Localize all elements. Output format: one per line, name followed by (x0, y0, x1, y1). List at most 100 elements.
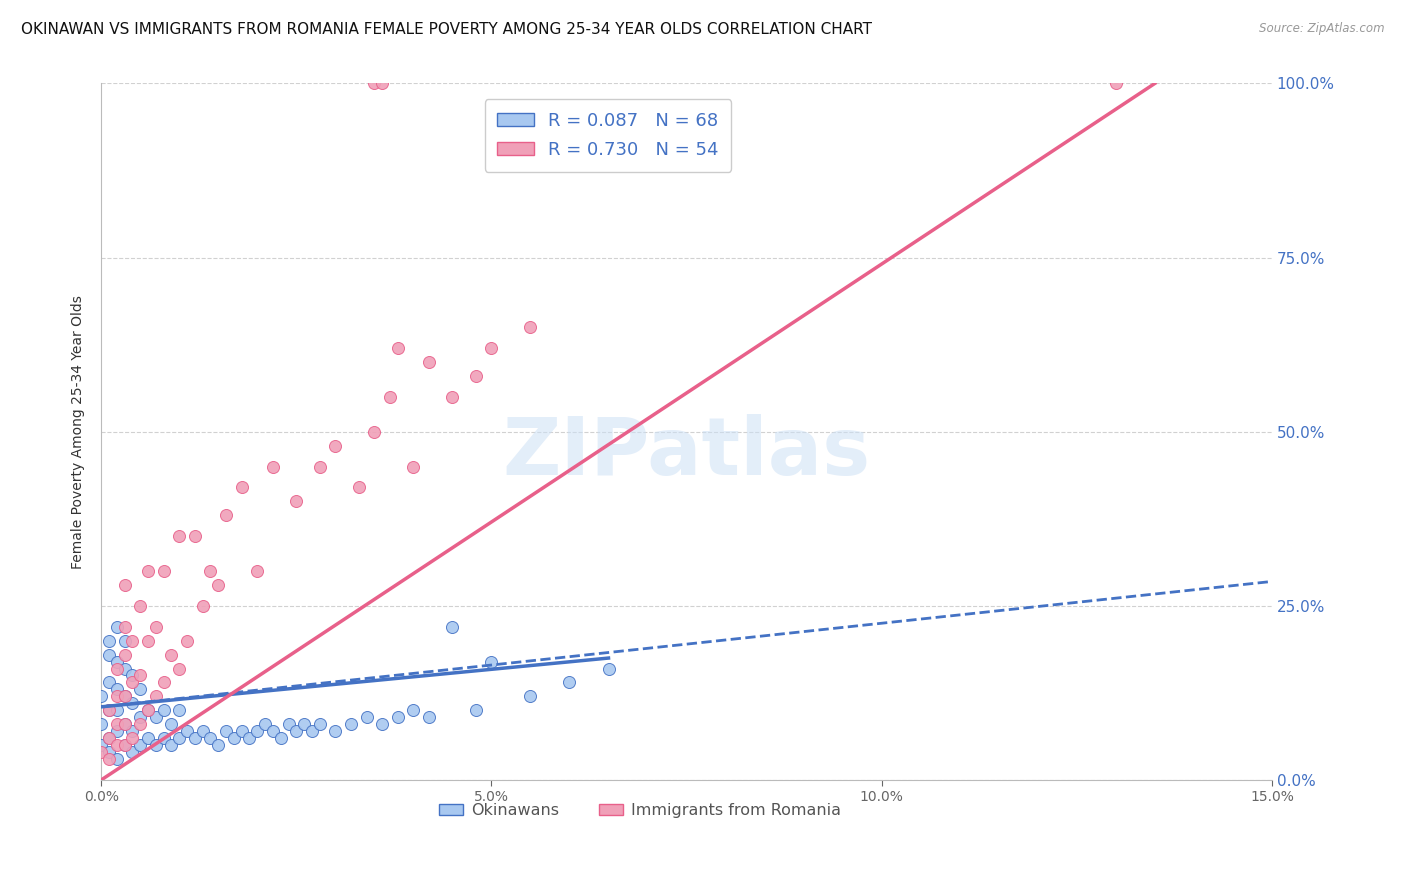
Point (136, 731, 159, 746)
Point (207, 578, 229, 592)
Point (114, 690, 136, 704)
Point (262, 724, 284, 739)
Point (114, 738, 136, 752)
Point (105, 738, 128, 752)
Point (176, 633, 198, 648)
Point (191, 724, 214, 739)
Point (136, 703, 159, 717)
Point (160, 738, 183, 752)
Point (222, 731, 245, 746)
Point (145, 690, 167, 704)
Point (285, 724, 308, 739)
Point (441, 390, 464, 404)
Point (519, 690, 541, 704)
Point (136, 703, 159, 717)
Point (1105, 77, 1128, 91)
Point (215, 724, 238, 739)
Point (98, 703, 121, 717)
Point (121, 724, 143, 739)
Point (136, 564, 159, 578)
Point (98, 752, 121, 766)
Point (308, 717, 330, 731)
Point (145, 620, 167, 634)
Point (121, 633, 143, 648)
Point (184, 731, 207, 746)
Point (167, 703, 190, 717)
Point (160, 717, 183, 731)
Point (191, 599, 214, 613)
Point (114, 633, 136, 648)
Point (378, 390, 401, 404)
Point (121, 675, 143, 690)
Point (152, 675, 174, 690)
Point (129, 682, 152, 697)
Point (98, 648, 121, 662)
Point (387, 710, 409, 724)
Point (114, 578, 136, 592)
Point (340, 717, 363, 731)
Point (464, 703, 486, 717)
Point (129, 710, 152, 724)
Point (301, 724, 323, 739)
Point (105, 682, 128, 697)
Point (292, 717, 315, 731)
Point (387, 341, 409, 355)
Point (98, 675, 121, 690)
Point (90, 738, 112, 752)
Point (558, 675, 581, 690)
Point (231, 724, 253, 739)
Point (519, 320, 541, 334)
Point (481, 655, 503, 669)
Point (152, 703, 174, 717)
Point (167, 661, 190, 675)
Point (215, 508, 238, 523)
Point (598, 661, 620, 675)
Point (325, 439, 347, 453)
Point (308, 459, 330, 474)
Point (121, 745, 143, 759)
Point (114, 661, 136, 675)
Point (105, 620, 128, 634)
Point (98, 745, 121, 759)
Point (167, 731, 190, 746)
Point (325, 724, 347, 739)
Point (347, 480, 370, 494)
Point (262, 459, 284, 474)
Point (481, 341, 503, 355)
Point (90, 690, 112, 704)
Point (402, 459, 425, 474)
Point (98, 703, 121, 717)
Point (105, 703, 128, 717)
Point (105, 752, 128, 766)
Point (90, 717, 112, 731)
Point (246, 724, 269, 739)
Point (114, 717, 136, 731)
Point (176, 724, 198, 739)
Point (136, 633, 159, 648)
Point (238, 731, 260, 746)
Point (418, 355, 440, 369)
Text: Source: ZipAtlas.com: Source: ZipAtlas.com (1260, 22, 1385, 36)
Point (464, 368, 486, 383)
Point (200, 564, 222, 578)
Point (129, 668, 152, 682)
Point (105, 661, 128, 675)
Point (152, 731, 174, 746)
Point (246, 564, 269, 578)
Point (121, 696, 143, 710)
Point (363, 425, 385, 439)
Point (441, 620, 464, 634)
Point (207, 738, 229, 752)
Point (152, 564, 174, 578)
Point (184, 529, 207, 543)
Y-axis label: Female Poverty Among 25-34 Year Olds: Female Poverty Among 25-34 Year Olds (72, 294, 86, 568)
Point (98, 731, 121, 746)
Point (200, 731, 222, 746)
Point (418, 710, 440, 724)
Point (356, 710, 378, 724)
Point (129, 738, 152, 752)
Legend: Okinawans, Immigrants from Romania: Okinawans, Immigrants from Romania (433, 797, 846, 824)
Point (121, 731, 143, 746)
Point (114, 690, 136, 704)
Point (105, 717, 128, 731)
